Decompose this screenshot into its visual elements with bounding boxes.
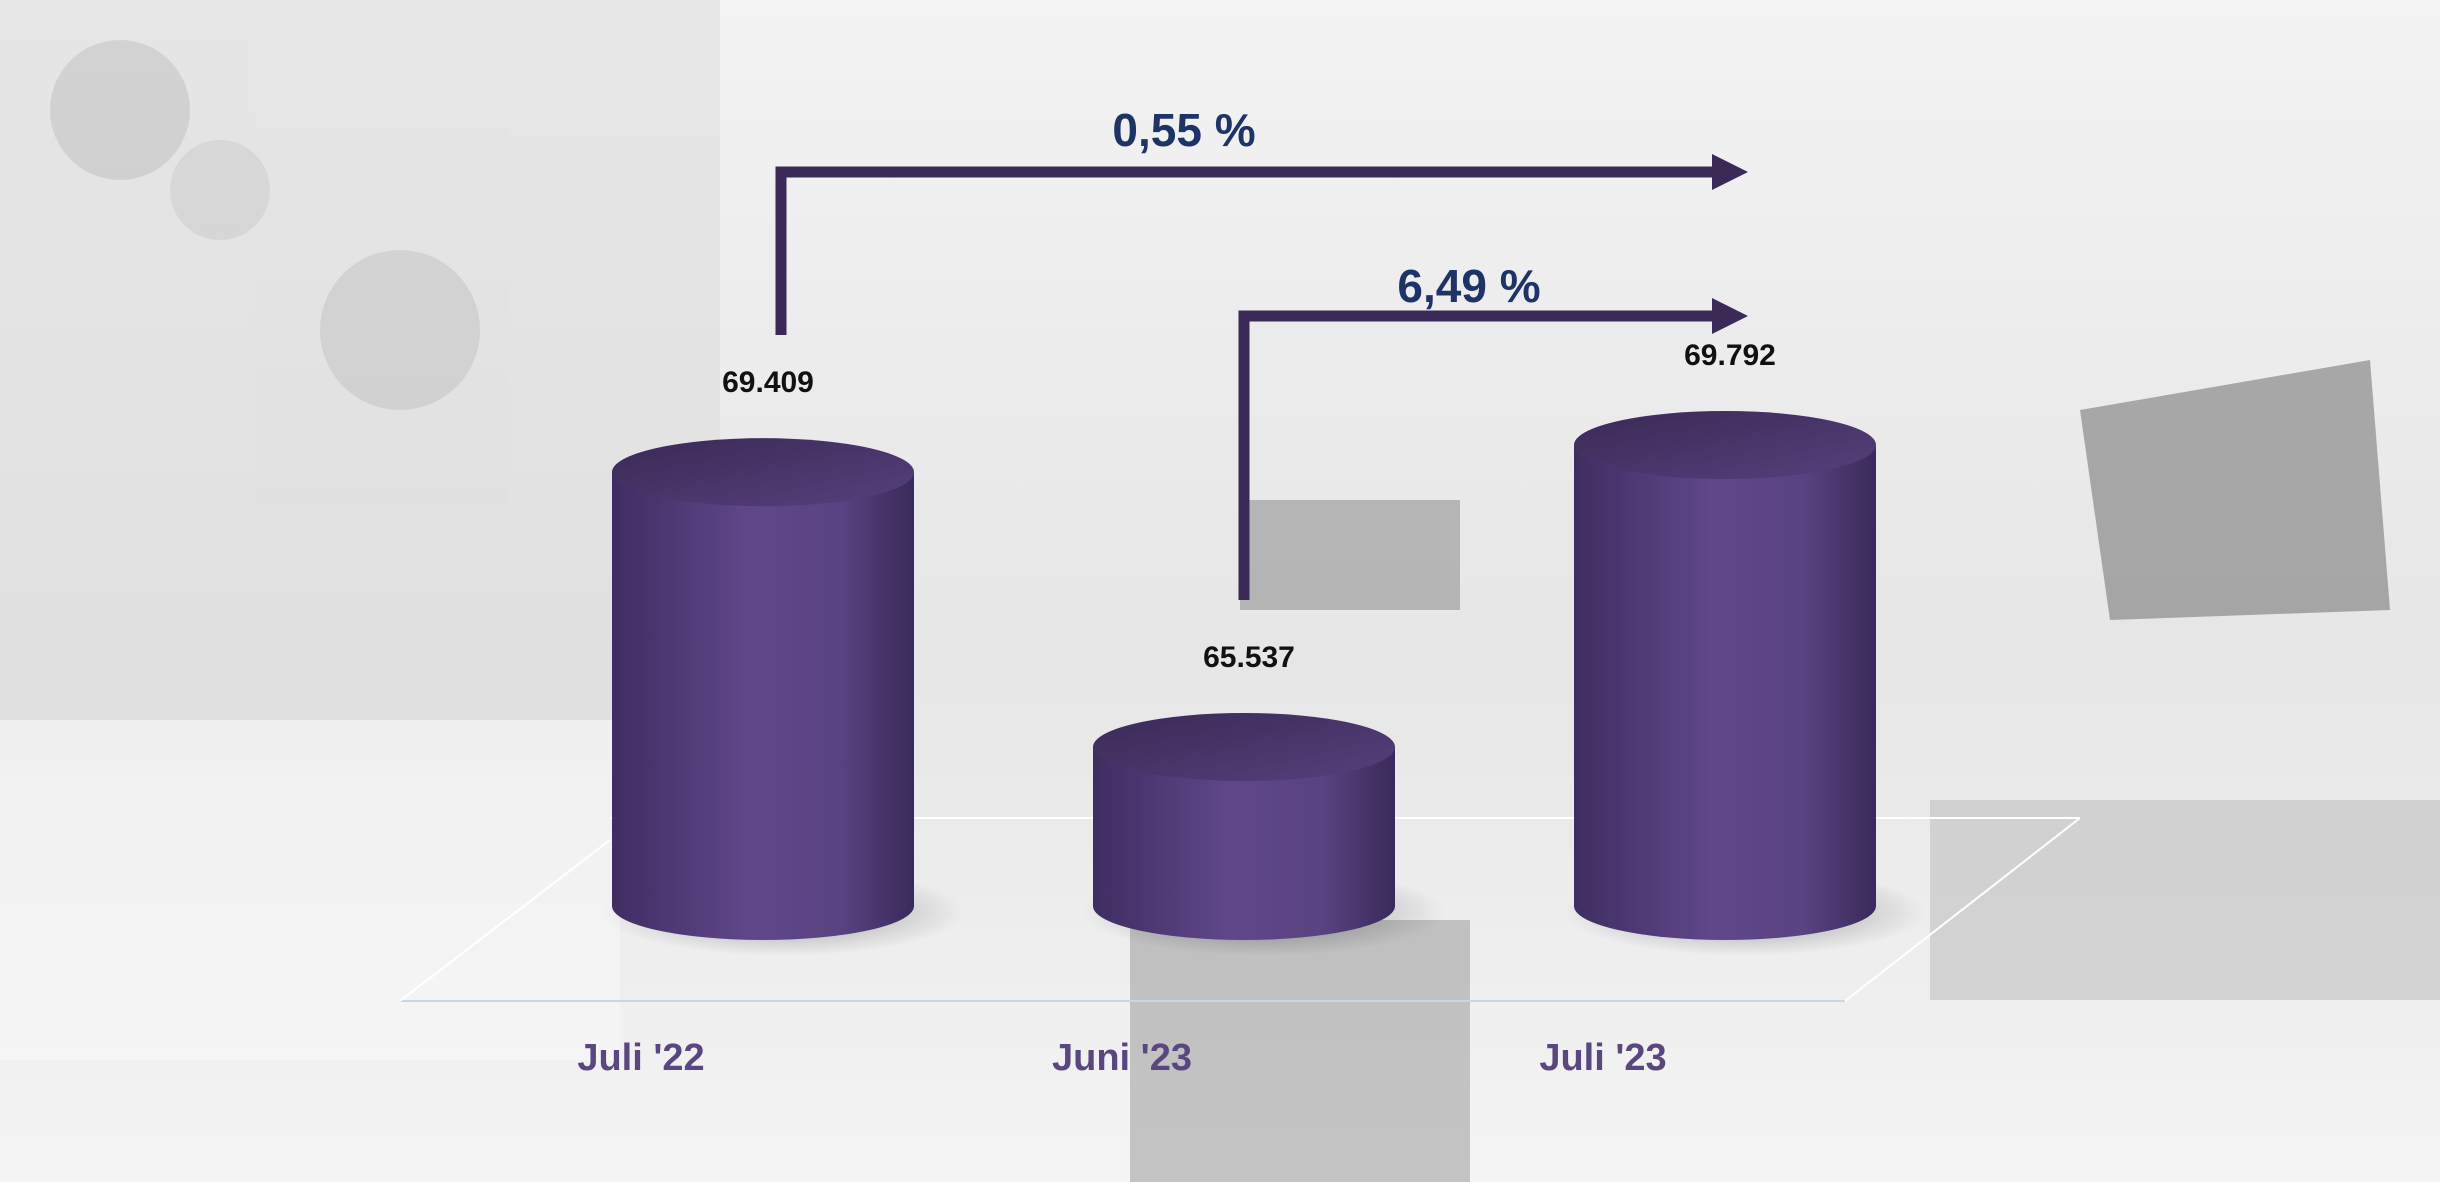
cylinder-body [1574, 445, 1876, 940]
tv [2080, 360, 2390, 620]
desk [1930, 800, 2440, 1000]
value-label: 69.792 [1684, 339, 1776, 372]
cylinder-top [612, 438, 914, 507]
floor-line [1844, 817, 2081, 1002]
cylinder-top [1093, 713, 1395, 781]
annotation: 6,49 % [1397, 260, 1540, 312]
cylinder [1574, 411, 1876, 940]
arrow-head [1712, 154, 1748, 190]
cylinder-top [1574, 411, 1876, 479]
arrow [1238, 310, 1722, 600]
runner [1130, 920, 1470, 1182]
x-tick-label: Juli '22 [577, 1037, 704, 1079]
cylinder-body [1093, 747, 1395, 940]
tv [1240, 500, 1460, 610]
cylinder [1093, 713, 1395, 940]
cylinder-body [612, 472, 914, 940]
value-label: 69.409 [722, 366, 814, 399]
arrow-head [1712, 298, 1748, 334]
arrows [775, 154, 1748, 600]
wall-art [170, 140, 270, 240]
cylinder [612, 438, 914, 940]
wall-art [320, 250, 480, 410]
bed [0, 720, 620, 1060]
annotation: 0,55 % [1112, 104, 1255, 156]
value-label: 65.537 [1203, 641, 1295, 674]
floor-line [399, 839, 611, 1002]
wall-art [50, 40, 190, 180]
x-tick-label: Juli '23 [1539, 1037, 1666, 1079]
x-tick-label: Juni '23 [1052, 1037, 1192, 1079]
arrow [775, 166, 1722, 335]
